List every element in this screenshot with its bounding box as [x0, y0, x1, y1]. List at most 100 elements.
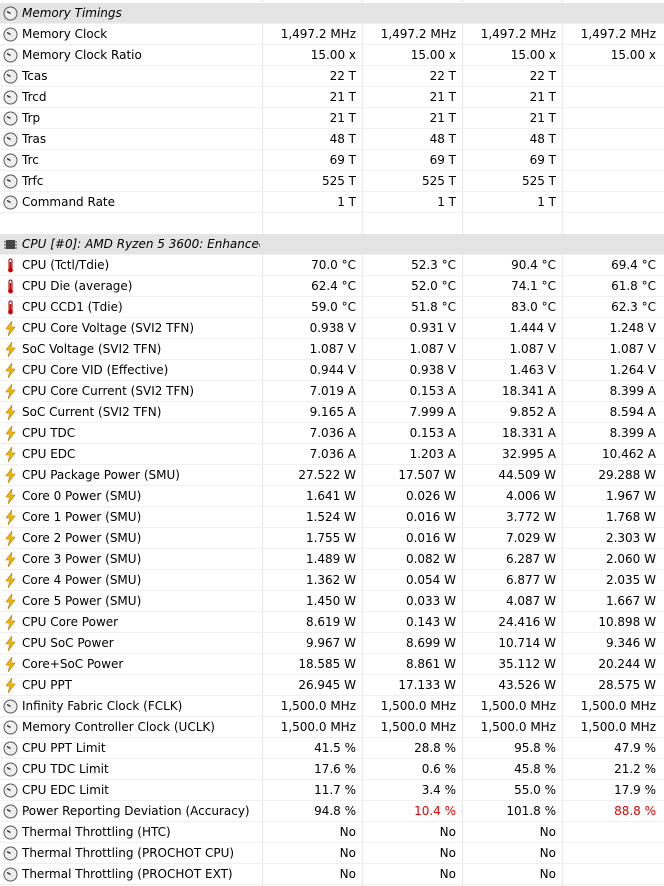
sensor-row: CPU CCD1 (Tdie) 59.0 °C 51.8 °C 83.0 °C 62.3…	[0, 297, 664, 318]
bolt-icon	[5, 594, 16, 609]
sensor-label: Trfc	[22, 174, 44, 188]
clock-icon	[3, 846, 18, 861]
sensor-value: 8.399 A	[609, 426, 656, 440]
clock-icon	[3, 867, 18, 882]
bolt-icon	[5, 363, 16, 378]
sensor-row: CPU TDC Limit 17.6 % 0.6 % 45.8 % 21.2 %	[0, 759, 664, 780]
sensor-value: 1.087 V	[309, 342, 356, 356]
sensor-row: CPU PPT Limit 41.5 % 28.8 % 95.8 % 47.9 %	[0, 738, 664, 759]
bolt-icon	[5, 321, 16, 336]
sensor-value: 41.5 %	[314, 741, 356, 755]
bolt-icon	[5, 426, 16, 441]
sensor-value: 52.3 °C	[411, 258, 456, 272]
sensor-label: Core 0 Power (SMU)	[22, 489, 142, 503]
sensor-label: Thermal Throttling (HTC)	[22, 825, 171, 839]
bolt-icon	[5, 489, 16, 504]
sensor-row: Thermal Throttling (HTC) No No No	[0, 822, 664, 843]
clock-icon	[3, 741, 18, 756]
sensor-value: 1,500.0 MHz	[480, 699, 556, 713]
sensor-row: Trc 69 T 69 T 69 T	[0, 150, 664, 171]
sensor-label: CPU EDC Limit	[22, 783, 109, 797]
sensor-value: 22 T	[429, 69, 456, 83]
sensor-value: 52.0 °C	[411, 279, 456, 293]
sensor-label: Core 3 Power (SMU)	[22, 552, 142, 566]
sensor-value: 11.7 %	[314, 783, 356, 797]
section-title: CPU [#0]: AMD Ryzen 5 3600: Enhanced	[22, 237, 260, 251]
sensor-value: 0.153 A	[409, 426, 456, 440]
sensor-value: 1.362 W	[305, 573, 356, 587]
bolt-icon	[5, 531, 16, 546]
sensor-label: Thermal Throttling (PROCHOT CPU)	[22, 846, 235, 860]
sensor-value: 1,500.0 MHz	[280, 699, 356, 713]
bolt-icon	[5, 468, 16, 483]
sensor-value: 21 T	[529, 90, 556, 104]
sensor-value: 9.852 A	[509, 405, 556, 419]
sensor-value: 9.967 W	[305, 636, 356, 650]
sensor-value: 7.999 A	[409, 405, 456, 419]
sensor-row: Thermal Throttling (PROCHOT EXT) No No No	[0, 864, 664, 885]
sensor-value: 21 T	[329, 90, 356, 104]
sensor-value: 70.0 °C	[311, 258, 356, 272]
sensor-value: 1,500.0 MHz	[580, 699, 656, 713]
clock-icon	[3, 48, 18, 63]
sensor-label: Core 5 Power (SMU)	[22, 594, 142, 608]
sensor-value: 18.341 A	[501, 384, 556, 398]
sensor-value: 15.00 x	[610, 48, 656, 62]
bolt-icon	[5, 384, 16, 399]
sensor-value: 17.9 %	[614, 783, 656, 797]
sensor-row: Thermal Throttling (PROCHOT CPU) No No No	[0, 843, 664, 864]
sensor-value: 59.0 °C	[311, 300, 356, 314]
sensor-value: 74.1 °C	[511, 279, 556, 293]
sensor-value: 1.248 V	[609, 321, 656, 335]
clock-icon	[3, 6, 18, 21]
sensor-value: 35.112 W	[498, 657, 556, 671]
sensor-value: 0.6 %	[421, 762, 456, 776]
clock-icon	[3, 783, 18, 798]
sensor-value: 0.054 W	[405, 573, 456, 587]
sensor-label: Core+SoC Power	[22, 657, 124, 671]
sensor-value: 28.8 %	[414, 741, 456, 755]
sensor-row: Trfc 525 T 525 T 525 T	[0, 171, 664, 192]
sensor-label: Memory Clock Ratio	[22, 48, 142, 62]
sensor-value: No	[539, 825, 556, 839]
sensor-label: CPU PPT Limit	[22, 741, 106, 755]
sensor-value: 48 T	[529, 132, 556, 146]
sensor-value: 1,497.2 MHz	[380, 27, 456, 41]
sensor-value: 21 T	[429, 90, 456, 104]
sensor-row: CPU Package Power (SMU) 27.522 W 17.507 W 4…	[0, 465, 664, 486]
sensor-label: CPU Die (average)	[22, 279, 133, 293]
sensor-value: 1.264 V	[609, 363, 656, 377]
sensor-value: 525 T	[521, 174, 556, 188]
sensor-row: CPU Core Voltage (SVI2 TFN) 0.938 V 0.931 …	[0, 318, 664, 339]
clock-icon	[3, 153, 18, 168]
sensor-label: CPU EDC	[22, 447, 76, 461]
sensor-value: 1.463 V	[509, 363, 556, 377]
clock-icon	[3, 174, 18, 189]
clock-icon	[3, 825, 18, 840]
sensor-value: 15.00 x	[310, 48, 356, 62]
sensor-value: 1 T	[437, 195, 456, 209]
sensor-value: No	[439, 867, 456, 881]
sensor-label: CPU (Tctl/Tdie)	[22, 258, 110, 272]
sensor-label: CPU Core VID (Effective)	[22, 363, 169, 377]
sensor-value: No	[439, 846, 456, 860]
sensor-value: 7.029 W	[505, 531, 556, 545]
sensor-label: CPU Core Current (SVI2 TFN)	[22, 384, 195, 398]
sensor-value: 1.967 W	[605, 489, 656, 503]
sensor-value: 8.619 W	[305, 615, 356, 629]
sensor-value: 6.287 W	[505, 552, 556, 566]
sensor-value: 9.165 A	[309, 405, 356, 419]
sensor-value: 8.861 W	[405, 657, 456, 671]
sensor-row: Infinity Fabric Clock (FCLK) 1,500.0 MHz 1…	[0, 696, 664, 717]
chip-icon	[4, 240, 17, 249]
sensor-label: Tras	[22, 132, 47, 146]
sensor-value: 0.944 V	[309, 363, 356, 377]
sensor-label: CPU TDC Limit	[22, 762, 109, 776]
bolt-icon	[5, 342, 16, 357]
bolt-icon	[5, 678, 16, 693]
sensor-row: CPU EDC 7.036 A 1.203 A 32.995 A 10.462 A	[0, 444, 664, 465]
sensor-value: 4.006 W	[505, 489, 556, 503]
sensor-value: No	[539, 867, 556, 881]
sensor-row: Core 5 Power (SMU) 1.450 W 0.033 W 4.087 W 1…	[0, 591, 664, 612]
